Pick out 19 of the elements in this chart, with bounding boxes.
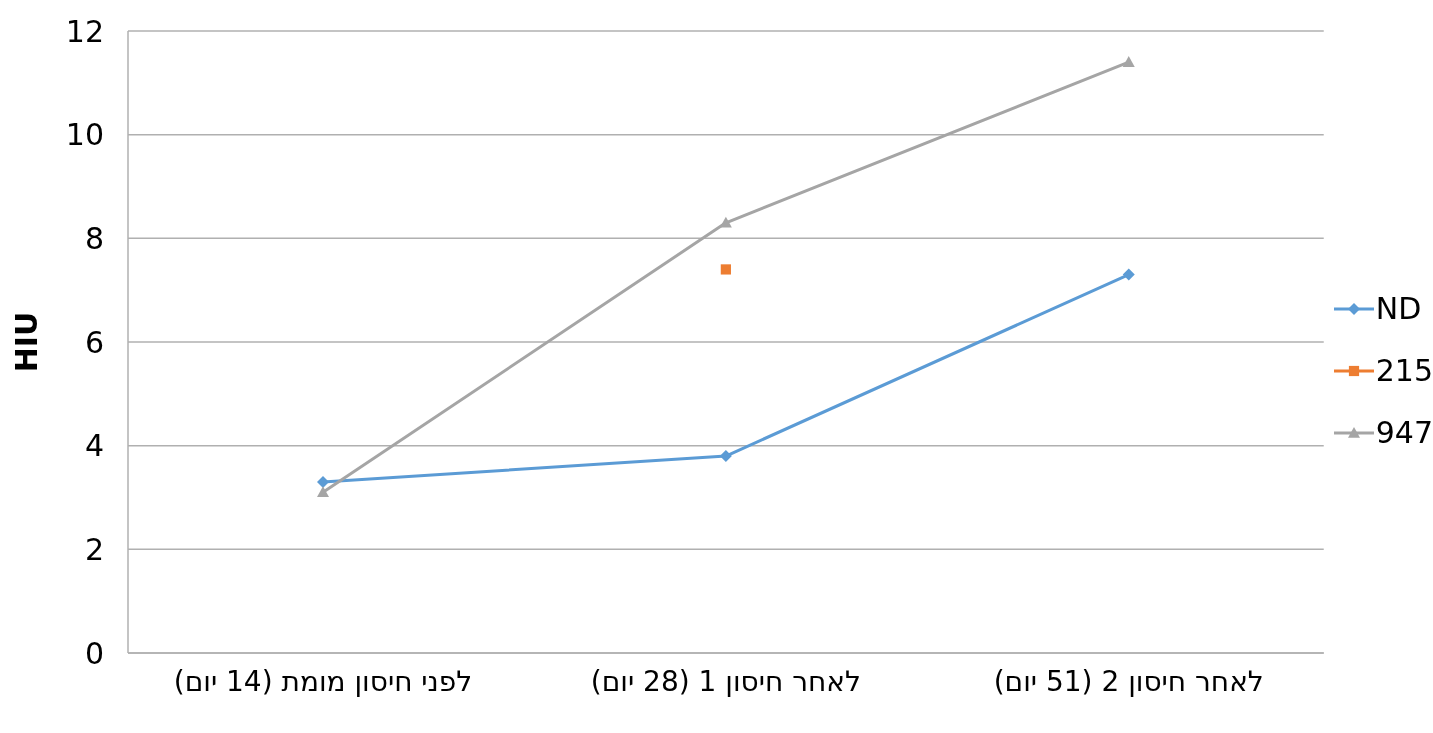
y-tick-label: 8 bbox=[84, 220, 104, 256]
x-tick-label: לפני חיסון מומת (14 יום) bbox=[173, 665, 473, 698]
y-tick-label: 10 bbox=[65, 117, 104, 153]
y-tick-label: 4 bbox=[84, 428, 104, 464]
legend-label: 215 bbox=[1375, 353, 1433, 388]
legend-label: 947 bbox=[1375, 415, 1433, 450]
legend-label: ND bbox=[1375, 291, 1422, 326]
point bbox=[1122, 268, 1135, 281]
x-tick-label: לאחר חיסון 1 (28 יום) bbox=[590, 665, 861, 698]
point bbox=[720, 264, 731, 275]
point bbox=[1122, 56, 1135, 67]
x-tick-label: לאחר חיסון 2 (51 יום) bbox=[993, 665, 1264, 698]
y-tick-label: 12 bbox=[65, 13, 104, 49]
point bbox=[317, 486, 329, 498]
point bbox=[317, 475, 329, 488]
y-tick-label: 0 bbox=[84, 635, 104, 671]
y-tick-label: 6 bbox=[84, 324, 104, 360]
y-tick-label: 2 bbox=[84, 531, 104, 567]
y-axis-title: HIU bbox=[8, 311, 44, 373]
